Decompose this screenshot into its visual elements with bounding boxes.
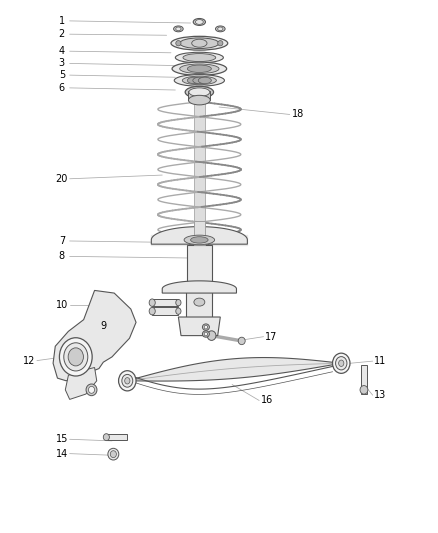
Text: 9: 9: [100, 321, 106, 331]
Text: 20: 20: [56, 174, 68, 184]
Text: 13: 13: [374, 390, 387, 400]
Ellipse shape: [119, 370, 136, 391]
Polygon shape: [151, 227, 247, 244]
Polygon shape: [127, 358, 341, 381]
Ellipse shape: [110, 451, 117, 458]
Ellipse shape: [64, 343, 88, 371]
Text: 14: 14: [56, 449, 68, 458]
Bar: [152, 308, 178, 315]
Text: 5: 5: [59, 70, 65, 80]
Ellipse shape: [88, 386, 95, 393]
Ellipse shape: [184, 235, 215, 245]
Text: 12: 12: [23, 356, 35, 366]
Ellipse shape: [175, 52, 223, 63]
Text: 11: 11: [374, 356, 387, 366]
Ellipse shape: [103, 434, 110, 441]
Polygon shape: [162, 281, 237, 293]
Ellipse shape: [193, 77, 206, 84]
Ellipse shape: [172, 62, 226, 75]
Text: 18: 18: [291, 109, 304, 119]
Text: 1: 1: [59, 16, 65, 26]
Ellipse shape: [195, 20, 203, 25]
Ellipse shape: [171, 36, 228, 50]
Polygon shape: [190, 241, 209, 273]
Ellipse shape: [176, 308, 181, 314]
Ellipse shape: [122, 374, 133, 387]
Bar: [194, 221, 205, 245]
Text: 8: 8: [59, 252, 65, 261]
Ellipse shape: [207, 331, 216, 341]
Bar: [106, 434, 127, 440]
Text: 16: 16: [261, 395, 273, 406]
Ellipse shape: [149, 308, 155, 315]
Polygon shape: [178, 317, 220, 336]
Ellipse shape: [204, 332, 208, 336]
Ellipse shape: [215, 26, 225, 32]
Bar: [187, 245, 212, 296]
Ellipse shape: [174, 75, 224, 86]
Ellipse shape: [182, 76, 216, 85]
Ellipse shape: [173, 26, 183, 32]
Ellipse shape: [125, 377, 130, 384]
Ellipse shape: [185, 86, 214, 98]
Ellipse shape: [108, 448, 119, 460]
Text: 3: 3: [59, 59, 65, 68]
Ellipse shape: [360, 385, 368, 394]
Ellipse shape: [191, 237, 208, 243]
Ellipse shape: [188, 95, 210, 105]
Ellipse shape: [176, 41, 181, 46]
Ellipse shape: [202, 331, 209, 337]
Ellipse shape: [86, 384, 97, 395]
Ellipse shape: [183, 54, 216, 62]
Bar: [194, 102, 205, 237]
Ellipse shape: [60, 338, 92, 376]
Text: 17: 17: [265, 332, 278, 342]
Text: 15: 15: [56, 434, 68, 445]
Ellipse shape: [176, 300, 181, 306]
Ellipse shape: [180, 38, 219, 49]
Ellipse shape: [202, 324, 209, 330]
Bar: [188, 91, 210, 100]
Ellipse shape: [198, 77, 212, 84]
Ellipse shape: [194, 298, 205, 306]
Ellipse shape: [204, 325, 208, 329]
Ellipse shape: [189, 88, 210, 96]
Polygon shape: [65, 368, 97, 399]
Bar: [152, 299, 178, 306]
Text: 10: 10: [56, 300, 68, 310]
Text: 7: 7: [59, 236, 65, 246]
Polygon shape: [53, 290, 136, 381]
Bar: [186, 292, 212, 322]
Ellipse shape: [332, 353, 350, 373]
Ellipse shape: [180, 64, 219, 74]
Ellipse shape: [192, 39, 207, 47]
Ellipse shape: [336, 357, 347, 370]
Text: 4: 4: [59, 46, 65, 56]
Ellipse shape: [218, 41, 223, 46]
Ellipse shape: [187, 65, 212, 72]
Text: 2: 2: [59, 29, 65, 39]
Ellipse shape: [238, 337, 245, 345]
Ellipse shape: [149, 299, 155, 306]
Ellipse shape: [68, 348, 83, 366]
Text: 6: 6: [59, 83, 65, 93]
Ellipse shape: [187, 77, 201, 84]
Ellipse shape: [176, 27, 181, 31]
Bar: [361, 365, 367, 394]
Ellipse shape: [193, 19, 205, 26]
Ellipse shape: [339, 360, 344, 367]
Ellipse shape: [218, 27, 223, 31]
